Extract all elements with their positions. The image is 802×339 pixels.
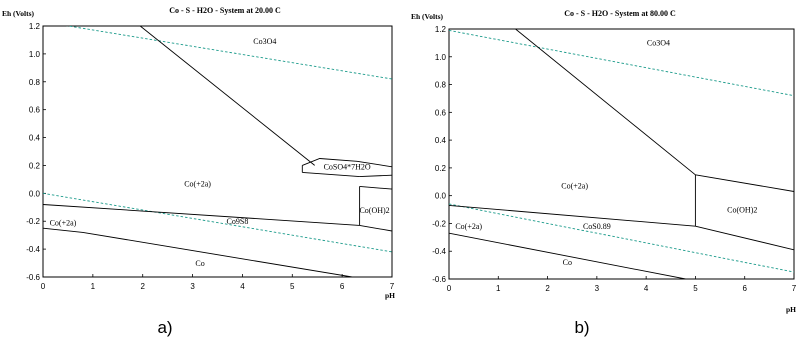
region-label: CoS0.89 [583, 222, 611, 231]
water-stability-line [65, 26, 392, 80]
phase-boundary [43, 204, 360, 226]
water-stability-line [449, 203, 794, 273]
x-tick-label: 3 [595, 284, 600, 293]
x-tick-label: 6 [340, 282, 345, 291]
x-axis-label: pH [786, 305, 796, 314]
y-tick-label: 0.4 [29, 134, 41, 143]
y-tick-label: -0.4 [26, 245, 40, 254]
chart-title: Co - S - H2O - System at 80.00 C [564, 9, 676, 18]
plot-lines [43, 26, 392, 277]
y-tick-label: -0.4 [432, 247, 446, 256]
water-stability-line [449, 29, 794, 97]
x-tick-label: 7 [792, 284, 797, 293]
y-tick-label: 0.6 [435, 108, 447, 117]
region-label: Co [563, 258, 572, 267]
region-label: Co3O4 [647, 39, 670, 48]
region-label: Co(+2a) [184, 179, 211, 188]
x-tick-label: 1 [91, 282, 96, 291]
y-tick-label: -0.6 [26, 273, 40, 282]
x-tick-label: 5 [693, 284, 698, 293]
x-tick-label: 6 [742, 284, 747, 293]
region-label: Co3O4 [253, 37, 276, 46]
phase-boundary [449, 204, 696, 227]
x-tick-label: 5 [290, 282, 295, 291]
y-tick-label: 0.8 [29, 78, 41, 87]
phase-boundary [302, 171, 360, 178]
panel-b: Co - S - H2O - System at 80.00 C Eh (Volt… [411, 9, 797, 337]
plot-frame [448, 28, 795, 280]
region-label: Co(OH)2 [359, 206, 389, 215]
y-tick-label: 1.2 [29, 22, 41, 31]
plot-lines [449, 29, 794, 279]
y-tick-label: 0.2 [29, 161, 41, 170]
phase-boundary [302, 158, 392, 168]
phase-boundary [139, 26, 315, 166]
panel-caption: a) [157, 318, 172, 337]
x-tick-label: 0 [41, 282, 46, 291]
region-label: Co(OH)2 [727, 205, 757, 214]
region-label: Co [195, 259, 204, 268]
y-tick-label: 1.2 [435, 25, 447, 34]
phase-boundary [695, 174, 794, 192]
phase-boundary [515, 29, 696, 176]
region-label: Co9S8 [227, 217, 249, 226]
x-tick-label: 2 [140, 282, 145, 291]
y-tick-label: 0.4 [435, 136, 447, 145]
y-axis-label: Eh (Volts) [2, 9, 35, 18]
y-tick-label: 0.0 [435, 192, 447, 201]
x-tick-label: 7 [390, 282, 395, 291]
region-label: Co(+2a) [50, 218, 77, 227]
y-axis-label: Eh (Volts) [411, 12, 444, 21]
x-tick-label: 0 [447, 284, 452, 293]
y-tick-label: 1.0 [29, 50, 41, 59]
region-label: Co(+2a) [455, 222, 482, 231]
water-stability-line [43, 192, 392, 253]
x-axis-label: pH [385, 291, 395, 300]
x-tick-label: 4 [644, 284, 649, 293]
chart-title: Co - S - H2O - System at 20.00 C [169, 6, 281, 15]
phase-boundary [359, 174, 392, 178]
phase-boundary [695, 225, 794, 251]
y-tick-label: 0.2 [435, 164, 447, 173]
y-tick-label: -0.6 [432, 275, 446, 284]
region-label: CoSO4*7H2O [324, 163, 371, 172]
y-tick-label: 0.6 [29, 106, 41, 115]
y-tick-label: 1.0 [435, 53, 447, 62]
x-tick-label: 2 [545, 284, 550, 293]
x-tick-label: 1 [496, 284, 501, 293]
x-tick-label: 4 [240, 282, 245, 291]
phase-boundary [43, 227, 353, 277]
panel-a: Co - S - H2O - System at 20.00 C Eh (Volt… [2, 6, 395, 337]
phase-boundary [359, 185, 392, 190]
y-tick-label: -0.2 [26, 217, 40, 226]
region-label: Co(+2a) [561, 182, 588, 191]
plot-frame [42, 25, 393, 278]
y-tick-label: 0.8 [435, 81, 447, 90]
phase-boundary [359, 224, 392, 232]
panel-caption: b) [574, 318, 589, 337]
phase-boundary [449, 232, 686, 279]
y-tick-label: -0.2 [432, 219, 446, 228]
x-tick-label: 3 [190, 282, 195, 291]
y-tick-label: 0.0 [29, 189, 41, 198]
